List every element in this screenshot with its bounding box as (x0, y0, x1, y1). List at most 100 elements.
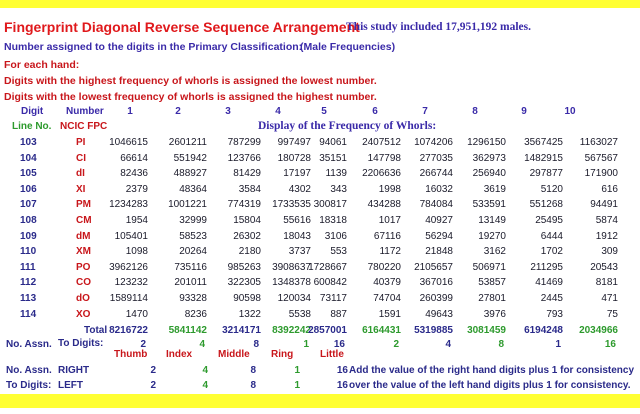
rule-lowest-frequency: Digits with the lowest frequency of whor… (4, 91, 377, 103)
digit-column-header: 8 (472, 106, 478, 117)
total-cell: 3214171 (222, 325, 261, 337)
frequency-cell: 1728667 (308, 261, 347, 273)
number-header: Number (66, 106, 104, 117)
frequency-cell: 120034 (277, 293, 311, 304)
frequency-cell: 3962126 (109, 261, 148, 273)
frequency-cell: 997497 (277, 137, 311, 148)
frequency-cell: 1296150 (467, 137, 506, 148)
frequency-cell: 1139 (325, 168, 347, 180)
frequency-cell: 5120 (540, 183, 563, 195)
frequency-cell: 16032 (425, 183, 453, 195)
total-label: Total (84, 325, 108, 337)
line-number: 107 (20, 199, 37, 211)
frequency-cell: 35151 (319, 152, 347, 164)
frequency-cell: 1348378 (272, 277, 311, 289)
digit-column-header: 2 (175, 106, 181, 117)
frequency-cell: 3567425 (524, 137, 563, 148)
frequency-cell: 3619 (483, 183, 506, 195)
ncic-code: PI (76, 137, 86, 148)
frequency-cell: 3584 (238, 183, 261, 195)
finger-header: Ring (271, 349, 294, 360)
frequency-cell: 25495 (535, 215, 563, 226)
frequency-cell: 93328 (179, 293, 207, 304)
frequency-cell: 27801 (478, 293, 506, 304)
left-hand-label: LEFT (58, 380, 83, 391)
left-assigned-value: 2 (150, 380, 156, 391)
frequency-cell: 171900 (584, 168, 618, 180)
frequency-cell: 40379 (373, 277, 401, 289)
ncic-code: PO (76, 261, 91, 273)
frequency-cell: 551268 (529, 199, 563, 211)
ncic-code: XO (76, 308, 91, 320)
frequency-cell: 735116 (174, 261, 207, 273)
frequency-cell: 533591 (472, 199, 506, 211)
digit-column-header: 10 (564, 106, 576, 117)
frequency-cell: 1733535 (272, 199, 311, 211)
frequency-cell: 56294 (425, 230, 453, 242)
frequency-cell: 256940 (472, 168, 506, 180)
frequency-cell: 81429 (233, 168, 261, 180)
ncic-code: CI (76, 152, 86, 164)
total-cell: 6164431 (362, 325, 401, 337)
line-number: 110 (20, 246, 37, 258)
no-assn-label: No. Assn. (6, 339, 52, 351)
frequency-cell: 1470 (125, 308, 148, 320)
line-number: 106 (20, 183, 37, 195)
right-no-assn-label: No. Assn. (6, 365, 52, 376)
frequency-cell: 1001221 (168, 199, 207, 211)
frequency-cell: 553 (330, 246, 347, 258)
frequency-cell: 73117 (319, 293, 347, 304)
frequency-cell: 471 (601, 293, 618, 304)
assigned-number-cell: 2 (393, 339, 399, 351)
line-number: 104 (20, 152, 37, 164)
frequency-cell: 17197 (283, 168, 311, 180)
frequency-cell: 1954 (125, 215, 148, 226)
frequency-cell: 5874 (595, 215, 618, 226)
frequency-cell: 1591 (378, 308, 401, 320)
frequency-cell: 488927 (173, 168, 207, 180)
frequency-cell: 1589114 (109, 293, 148, 304)
frequency-cell: 48364 (179, 183, 207, 195)
frequency-cell: 787299 (227, 137, 261, 148)
frequency-cell: 2407512 (362, 137, 401, 148)
frequency-cell: 123766 (227, 152, 261, 164)
male-frequencies-label: (Male Frequencies) (300, 41, 396, 53)
digit-column-header: 1 (127, 106, 133, 117)
top-yellow-band (0, 0, 640, 8)
frequency-cell: 1482915 (524, 152, 563, 164)
frequency-cell: 1074206 (414, 137, 453, 148)
rule-highest-frequency: Digits with the highest frequency of who… (4, 75, 377, 87)
to-digits-label: To Digits: (58, 338, 104, 350)
ncic-code: dO (76, 293, 90, 304)
frequency-cell: 15804 (233, 215, 261, 226)
frequency-cell: 1172 (379, 246, 401, 258)
frequency-cell: 49643 (425, 308, 453, 320)
right-assigned-value: 8 (250, 365, 256, 376)
frequency-cell: 780220 (367, 261, 401, 273)
frequency-cell: 8236 (184, 308, 207, 320)
frequency-cell: 367016 (419, 277, 453, 289)
frequency-cell: 94491 (590, 199, 618, 211)
frequency-cell: 123232 (114, 277, 148, 289)
frequency-cell: 2180 (238, 246, 261, 258)
frequency-cell: 94061 (319, 137, 347, 148)
frequency-cell: 3737 (288, 246, 311, 258)
line-number: 105 (20, 168, 37, 180)
right-assigned-value: 2 (150, 365, 156, 376)
total-cell: 5319885 (414, 325, 453, 337)
ncic-code: dM (76, 230, 91, 242)
total-cell: 8392242 (272, 325, 311, 337)
frequency-cell: 2379 (125, 183, 148, 195)
digit-column-header: 3 (225, 106, 231, 117)
display-frequency-header: Display of the Frequency of Whorls: (258, 120, 437, 132)
frequency-cell: 4302 (288, 183, 311, 195)
left-assigned-value: 1 (294, 380, 300, 391)
frequency-cell: 277035 (419, 152, 453, 164)
finger-header: Thumb (114, 349, 148, 360)
frequency-cell: 201011 (174, 277, 207, 289)
left-assigned-value: 16 (336, 380, 348, 391)
digit-column-header: 5 (321, 106, 327, 117)
frequency-cell: 6444 (540, 230, 563, 242)
assigned-number-cell: 2 (140, 339, 146, 351)
frequency-cell: 67116 (373, 230, 401, 242)
